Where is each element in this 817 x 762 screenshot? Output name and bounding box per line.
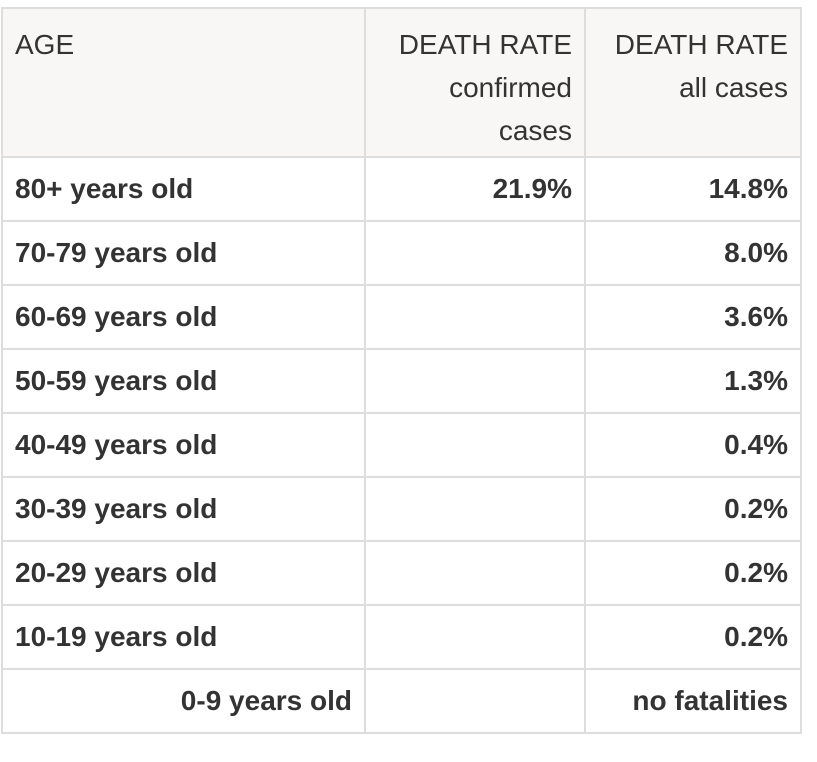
header-all-line-1: DEATH RATE xyxy=(614,29,788,60)
age-cell: 0-9 years old xyxy=(1,668,366,734)
all-rate-cell: 1.3% xyxy=(584,348,802,414)
table-row: 60-69 years old 3.6% xyxy=(1,284,802,350)
age-cell: 60-69 years old xyxy=(1,284,366,350)
confirmed-rate-cell xyxy=(364,412,586,478)
death-rate-by-age-table: AGE DEATH RATE confirmed cases DEATH RAT… xyxy=(1,7,802,734)
table-row: 80+ years old 21.9% 14.8% xyxy=(1,156,802,222)
all-rate-cell: 0.2% xyxy=(584,476,802,542)
table-row: 40-49 years old 0.4% xyxy=(1,412,802,478)
confirmed-rate-cell xyxy=(364,348,586,414)
confirmed-rate-cell xyxy=(364,604,586,670)
header-age: AGE xyxy=(1,7,366,158)
header-age-label: AGE xyxy=(15,29,75,60)
header-row: AGE DEATH RATE confirmed cases DEATH RAT… xyxy=(1,7,802,158)
all-rate-cell: 0.4% xyxy=(584,412,802,478)
age-cell: 10-19 years old xyxy=(1,604,366,670)
age-cell: 80+ years old xyxy=(1,156,366,222)
table-row: 10-19 years old 0.2% xyxy=(1,604,802,670)
age-cell: 40-49 years old xyxy=(1,412,366,478)
table-header: AGE DEATH RATE confirmed cases DEATH RAT… xyxy=(1,7,802,158)
all-rate-cell: 8.0% xyxy=(584,220,802,286)
table-row: 0-9 years old no fatalities xyxy=(1,668,802,734)
age-cell: 50-59 years old xyxy=(1,348,366,414)
header-confirmed-line-2: confirmed xyxy=(449,72,572,103)
all-rate-cell: 14.8% xyxy=(584,156,802,222)
table-body: 80+ years old 21.9% 14.8% 70-79 years ol… xyxy=(1,156,802,734)
table-row: 50-59 years old 1.3% xyxy=(1,348,802,414)
confirmed-rate-cell xyxy=(364,540,586,606)
age-cell: 70-79 years old xyxy=(1,220,366,286)
confirmed-rate-cell xyxy=(364,476,586,542)
header-confirmed-line-1: DEATH RATE xyxy=(398,29,572,60)
confirmed-rate-cell: 21.9% xyxy=(364,156,586,222)
table-row: 70-79 years old 8.0% xyxy=(1,220,802,286)
confirmed-rate-cell xyxy=(364,220,586,286)
age-cell: 30-39 years old xyxy=(1,476,366,542)
confirmed-rate-cell xyxy=(364,284,586,350)
header-confirmed-line-3: cases xyxy=(498,115,572,146)
header-death-rate-confirmed: DEATH RATE confirmed cases xyxy=(364,7,586,158)
age-cell: 20-29 years old xyxy=(1,540,366,606)
confirmed-rate-cell xyxy=(364,668,586,734)
all-rate-cell: 0.2% xyxy=(584,540,802,606)
table-row: 20-29 years old 0.2% xyxy=(1,540,802,606)
table-row: 30-39 years old 0.2% xyxy=(1,476,802,542)
header-all-line-2: all cases xyxy=(679,72,788,103)
header-death-rate-all: DEATH RATE all cases xyxy=(584,7,802,158)
all-rate-cell: no fatalities xyxy=(584,668,802,734)
all-rate-cell: 0.2% xyxy=(584,604,802,670)
all-rate-cell: 3.6% xyxy=(584,284,802,350)
